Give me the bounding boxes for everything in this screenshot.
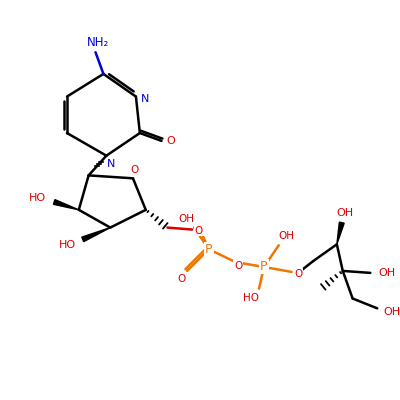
Polygon shape — [337, 222, 344, 244]
Text: P: P — [260, 260, 268, 274]
Text: N: N — [107, 158, 116, 168]
Text: OH: OH — [378, 268, 396, 278]
Text: NH₂: NH₂ — [86, 36, 109, 49]
Text: O: O — [195, 226, 203, 236]
Text: O: O — [131, 166, 139, 176]
Text: O: O — [294, 269, 302, 279]
Text: N: N — [140, 94, 149, 104]
Text: OH: OH — [279, 232, 295, 242]
Polygon shape — [82, 228, 110, 242]
Text: HO: HO — [58, 240, 76, 250]
Text: OH: OH — [384, 307, 400, 317]
Text: O: O — [177, 274, 185, 284]
Text: OH: OH — [178, 214, 194, 224]
Text: HO: HO — [243, 292, 259, 302]
Text: O: O — [166, 136, 175, 146]
Text: HO: HO — [29, 193, 46, 203]
Text: OH: OH — [336, 208, 353, 218]
Polygon shape — [54, 200, 79, 210]
Text: P: P — [205, 243, 212, 256]
Text: O: O — [234, 261, 242, 271]
